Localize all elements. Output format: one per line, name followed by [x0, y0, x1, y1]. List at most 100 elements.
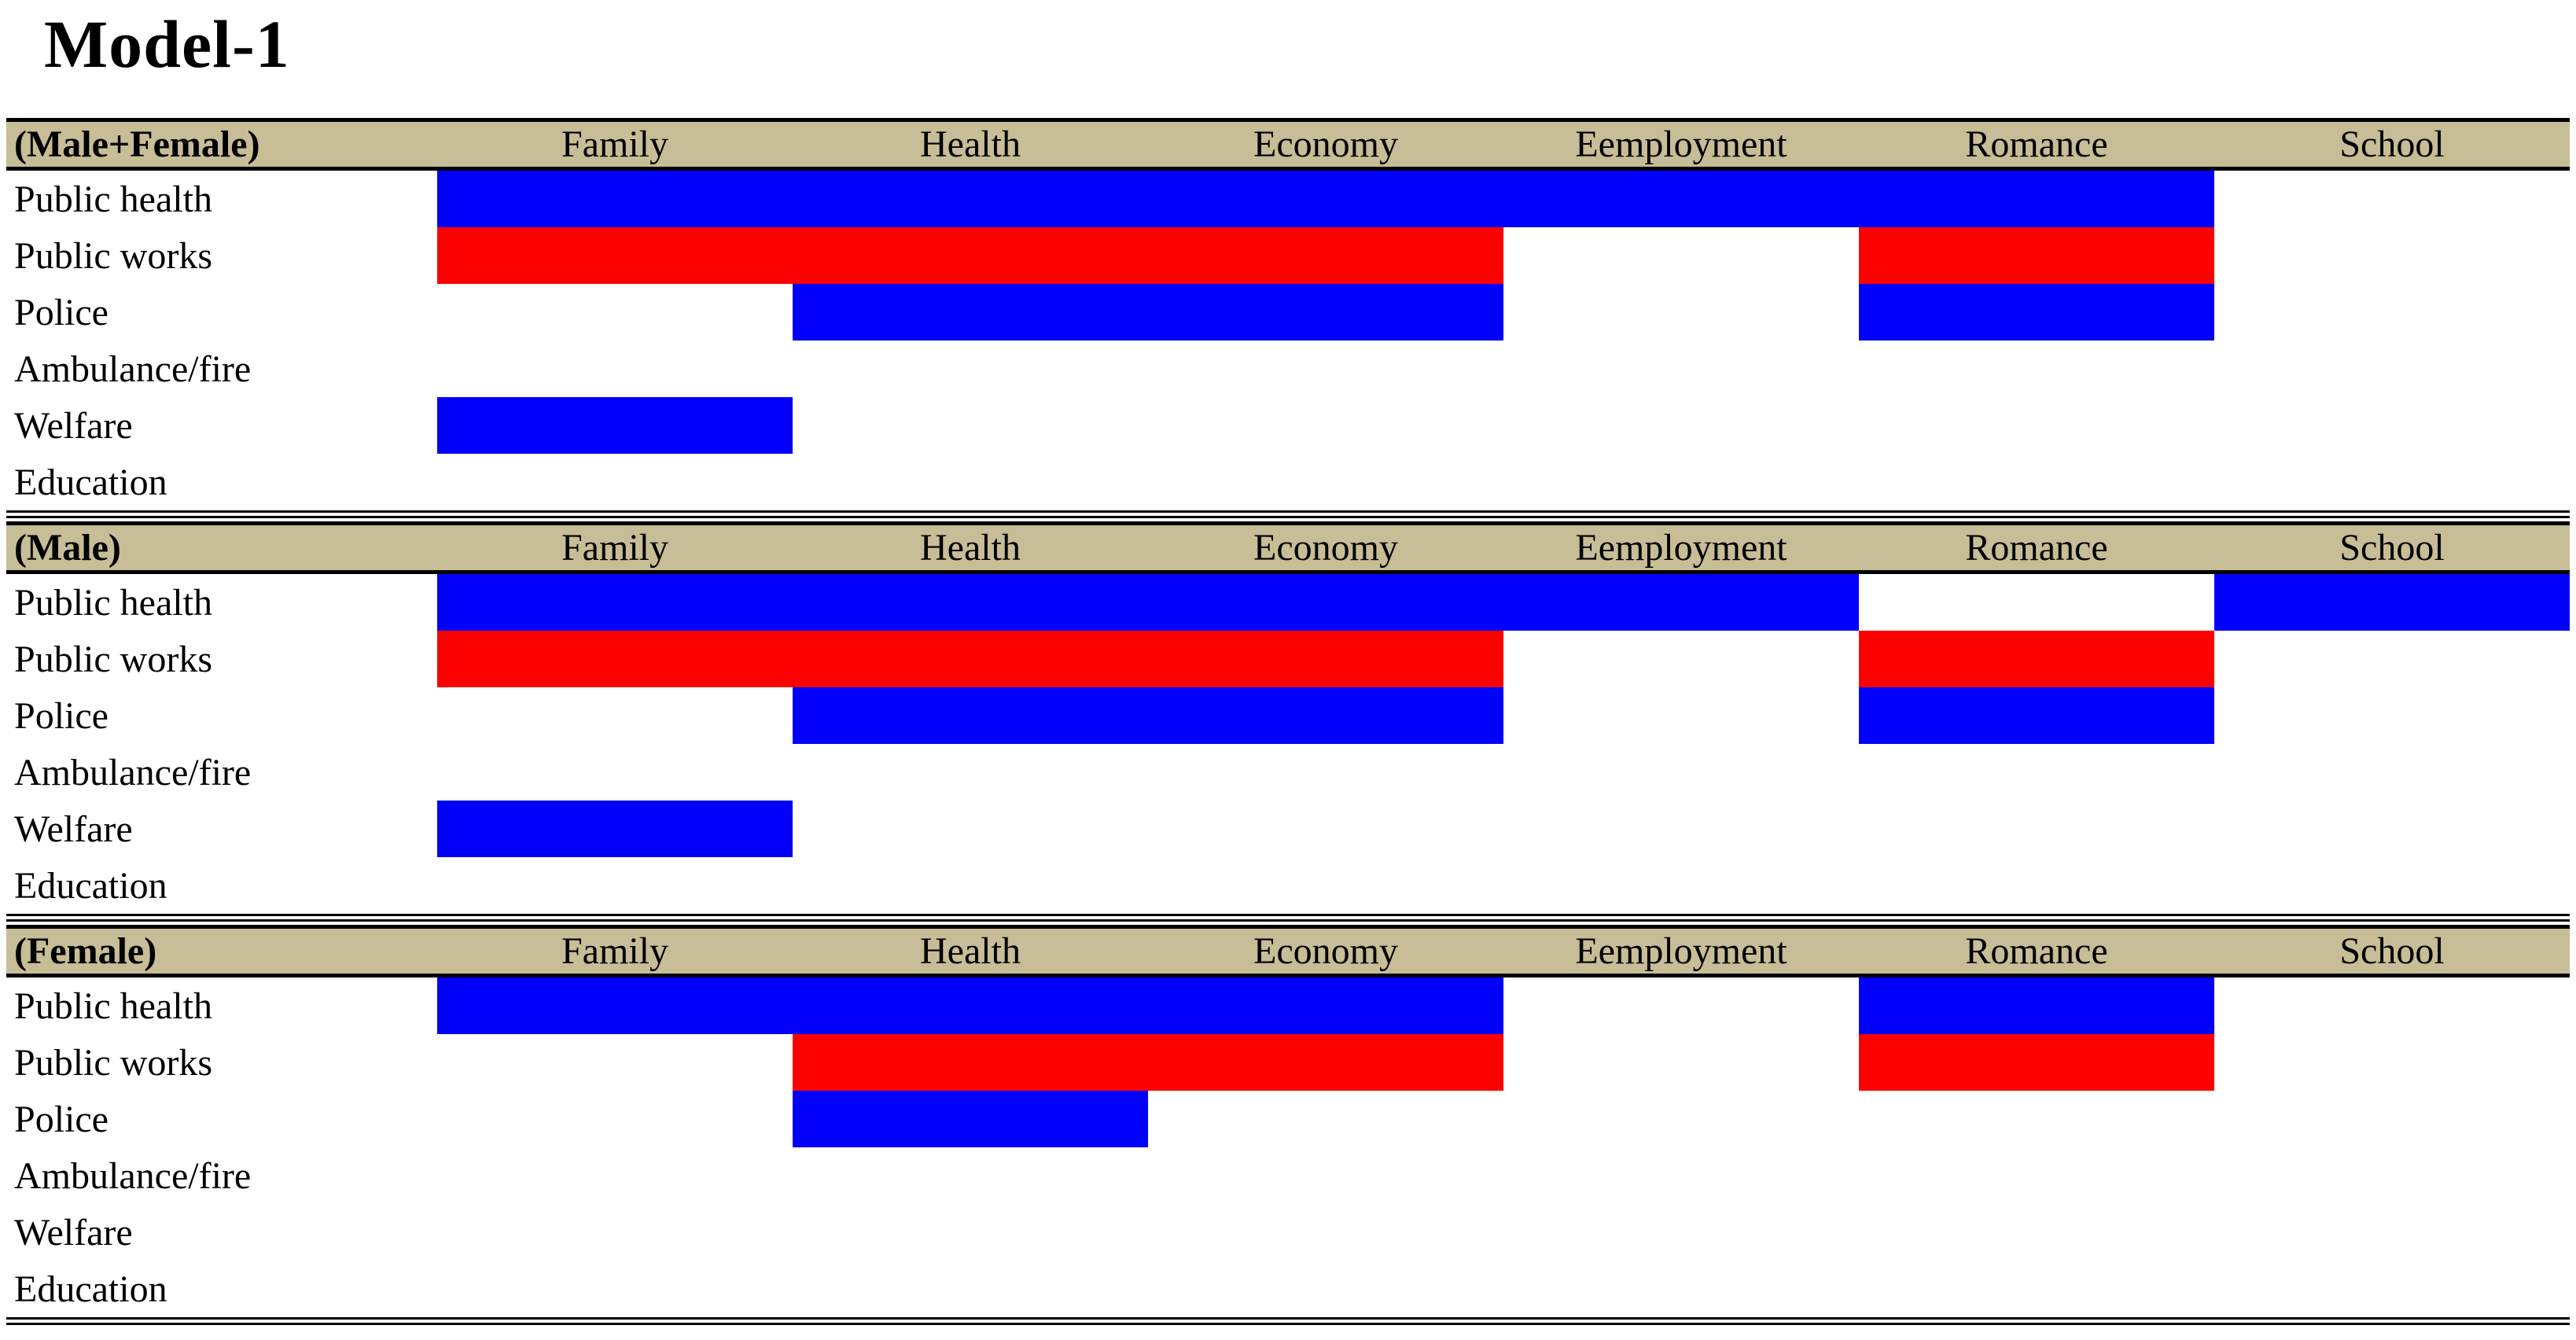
cell-public-works-eemployment — [1503, 227, 1859, 284]
cell-ambulance-fire-eemployment — [1503, 1147, 1859, 1204]
cell-ambulance-fire-school — [2214, 1147, 2570, 1204]
cell-public-health-economy — [1148, 171, 1503, 227]
figure-title: Model-1 — [44, 6, 290, 82]
cell-public-health-health — [793, 977, 1148, 1034]
cell-welfare-economy — [1148, 801, 1503, 857]
row-label-ambulance-fire: Ambulance/fire — [14, 348, 252, 390]
cell-police-school — [2214, 284, 2570, 341]
cell-public-works-family — [437, 1034, 793, 1091]
row-ambulance-fire: Ambulance/fire — [6, 1147, 2570, 1204]
row-public-health: Public health — [6, 171, 2570, 227]
cell-public-works-economy — [1148, 631, 1503, 687]
cell-welfare-health — [793, 397, 1148, 454]
column-header-economy: Economy — [1253, 123, 1398, 165]
cell-public-works-health — [793, 631, 1148, 687]
cell-police-eemployment — [1503, 687, 1859, 744]
row-label-ambulance-fire: Ambulance/fire — [14, 1154, 252, 1197]
cell-public-health-romance — [1859, 574, 2214, 631]
column-header-family: Family — [561, 930, 668, 972]
cell-police-romance — [1859, 1091, 2214, 1147]
cell-ambulance-fire-eemployment — [1503, 341, 1859, 397]
cell-police-family — [437, 1091, 793, 1147]
cell-public-health-school — [2214, 977, 2570, 1034]
row-label-public-works: Public works — [14, 638, 212, 680]
cell-police-family — [437, 284, 793, 341]
cell-public-works-school — [2214, 631, 2570, 687]
cell-ambulance-fire-romance — [1859, 341, 2214, 397]
cell-welfare-family — [437, 397, 793, 454]
cell-ambulance-fire-health — [793, 1147, 1148, 1204]
cell-public-health-family — [437, 171, 793, 227]
cell-education-economy — [1148, 857, 1503, 914]
group-label: (Female) — [14, 930, 157, 972]
row-label-public-works: Public works — [14, 1041, 212, 1084]
cell-ambulance-fire-romance — [1859, 1147, 2214, 1204]
column-header-eemployment: Eemployment — [1575, 930, 1787, 972]
row-welfare: Welfare — [6, 397, 2570, 454]
row-public-works: Public works — [6, 227, 2570, 284]
row-label-ambulance-fire: Ambulance/fire — [14, 751, 252, 793]
panel-female: (Female) Family Health Economy Eemployment Ro… — [6, 925, 2570, 1325]
row-police: Police — [6, 687, 2570, 744]
cell-public-works-health — [793, 1034, 1148, 1091]
cell-public-health-family — [437, 977, 793, 1034]
row-label-public-health: Public health — [14, 178, 212, 220]
cell-public-works-family — [437, 227, 793, 284]
row-education: Education — [6, 857, 2570, 914]
column-header-health: Health — [920, 930, 1021, 972]
row-label-police: Police — [14, 1098, 109, 1140]
cell-ambulance-fire-family — [437, 1147, 793, 1204]
column-header-economy: Economy — [1253, 527, 1398, 569]
cell-police-eemployment — [1503, 284, 1859, 341]
panel-male: (Male) Family Health Economy Eemployment Roma… — [6, 521, 2570, 922]
cell-public-health-economy — [1148, 574, 1503, 631]
row-ambulance-fire: Ambulance/fire — [6, 744, 2570, 801]
cell-public-works-economy — [1148, 1034, 1503, 1091]
cell-public-works-romance — [1859, 631, 2214, 687]
cell-welfare-health — [793, 1204, 1148, 1261]
cell-ambulance-fire-school — [2214, 744, 2570, 801]
cell-welfare-economy — [1148, 1204, 1503, 1261]
cell-public-works-health — [793, 227, 1148, 284]
cell-police-school — [2214, 687, 2570, 744]
row-label-education: Education — [14, 864, 167, 907]
column-header-family: Family — [561, 123, 668, 165]
cell-police-family — [437, 687, 793, 744]
cell-welfare-romance — [1859, 801, 2214, 857]
cell-police-economy — [1148, 284, 1503, 341]
cell-police-romance — [1859, 284, 2214, 341]
cell-welfare-family — [437, 801, 793, 857]
cell-public-health-family — [437, 574, 793, 631]
panel-header-row: (Male+Female) Family Health Economy Eemploym… — [6, 122, 2570, 171]
cell-education-family — [437, 454, 793, 510]
column-header-romance: Romance — [1965, 527, 2108, 569]
cell-education-eemployment — [1503, 454, 1859, 510]
cell-public-health-school — [2214, 574, 2570, 631]
cell-education-economy — [1148, 454, 1503, 510]
group-label: (Male) — [14, 527, 121, 569]
row-education: Education — [6, 1261, 2570, 1317]
row-label-public-health: Public health — [14, 985, 212, 1027]
cell-welfare-romance — [1859, 397, 2214, 454]
row-label-public-works: Public works — [14, 234, 212, 277]
panel-male-female: (Male+Female) Family Health Economy Eemploym… — [6, 118, 2570, 518]
row-label-police: Police — [14, 291, 109, 333]
cell-public-health-eemployment — [1503, 171, 1859, 227]
cell-ambulance-fire-economy — [1148, 744, 1503, 801]
cell-police-school — [2214, 1091, 2570, 1147]
cell-police-economy — [1148, 687, 1503, 744]
column-header-family: Family — [561, 527, 668, 569]
row-label-welfare: Welfare — [14, 808, 133, 850]
row-label-public-health: Public health — [14, 581, 212, 624]
cell-ambulance-fire-eemployment — [1503, 744, 1859, 801]
cell-public-health-eemployment — [1503, 574, 1859, 631]
cell-police-health — [793, 687, 1148, 744]
row-label-welfare: Welfare — [14, 1211, 133, 1253]
column-header-eemployment: Eemployment — [1575, 123, 1787, 165]
row-ambulance-fire: Ambulance/fire — [6, 341, 2570, 397]
cell-police-health — [793, 1091, 1148, 1147]
cell-public-health-health — [793, 574, 1148, 631]
row-label-police: Police — [14, 694, 109, 737]
cell-ambulance-fire-romance — [1859, 744, 2214, 801]
cell-public-works-school — [2214, 1034, 2570, 1091]
